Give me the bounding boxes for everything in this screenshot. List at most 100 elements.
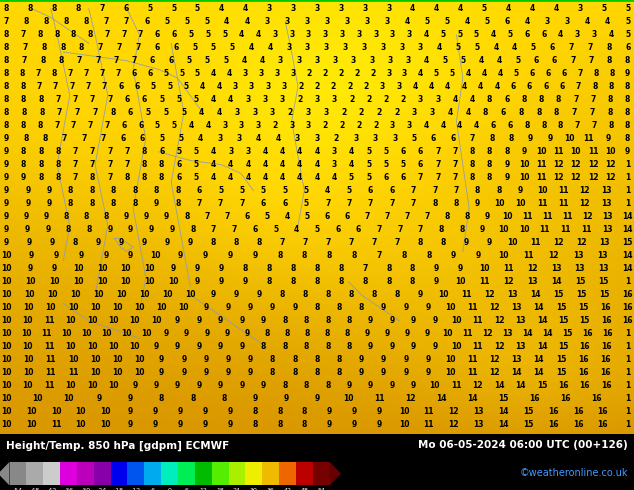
Text: 9: 9	[270, 303, 275, 313]
Text: 5: 5	[181, 108, 186, 117]
Text: 9: 9	[204, 329, 209, 339]
Text: 10: 10	[75, 420, 86, 429]
Text: 4: 4	[441, 121, 446, 130]
Text: 9: 9	[352, 408, 357, 416]
Text: 5: 5	[304, 212, 309, 221]
Text: 16: 16	[601, 317, 611, 325]
Text: 8: 8	[325, 343, 330, 351]
Text: 11: 11	[462, 291, 472, 299]
Text: 8: 8	[593, 69, 598, 78]
Text: 8: 8	[539, 95, 544, 104]
Text: 8: 8	[314, 277, 320, 286]
Text: 9: 9	[25, 199, 30, 208]
Text: 8: 8	[27, 4, 33, 13]
Text: 10: 10	[1, 420, 11, 429]
Text: 14: 14	[467, 394, 477, 403]
Text: 7: 7	[231, 225, 237, 234]
Text: 4: 4	[276, 134, 281, 143]
Text: 1: 1	[625, 160, 630, 169]
Text: 6: 6	[450, 134, 456, 143]
Text: 3: 3	[361, 43, 366, 52]
Text: -12: -12	[131, 488, 141, 490]
Text: 5: 5	[314, 225, 320, 234]
Text: 8: 8	[453, 199, 459, 208]
Text: 6: 6	[501, 108, 506, 117]
Text: 4: 4	[297, 147, 302, 156]
Text: 8: 8	[284, 329, 290, 339]
Text: 6: 6	[401, 147, 406, 156]
Text: 12: 12	[579, 199, 590, 208]
Text: 8: 8	[21, 147, 26, 156]
Text: 5: 5	[347, 186, 352, 196]
Text: 8: 8	[338, 277, 344, 286]
Text: 8: 8	[352, 251, 357, 260]
Text: 3: 3	[314, 56, 320, 65]
Text: 3: 3	[332, 160, 337, 169]
Text: 4: 4	[497, 56, 502, 65]
Text: -54: -54	[13, 488, 23, 490]
Text: 7: 7	[67, 69, 73, 78]
Text: 13: 13	[515, 343, 526, 351]
Text: -42: -42	[46, 488, 57, 490]
Text: 5: 5	[163, 69, 168, 78]
Text: 5: 5	[508, 30, 513, 39]
Text: 4: 4	[493, 43, 498, 52]
Text: 8: 8	[142, 147, 147, 156]
Text: 15: 15	[600, 291, 610, 299]
Text: 7: 7	[210, 225, 216, 234]
Text: 13: 13	[474, 408, 484, 416]
Text: 4: 4	[224, 17, 230, 26]
Text: 3: 3	[306, 30, 311, 39]
Text: 8: 8	[264, 329, 269, 339]
Text: 8: 8	[257, 238, 262, 247]
Text: 16: 16	[598, 408, 608, 416]
Text: 9: 9	[4, 225, 9, 234]
Text: 12: 12	[571, 173, 581, 182]
Text: 8: 8	[44, 17, 49, 26]
Text: 10: 10	[507, 238, 518, 247]
Text: 6: 6	[507, 121, 513, 130]
Text: 10: 10	[498, 225, 508, 234]
Text: 11: 11	[583, 134, 594, 143]
Text: 4: 4	[211, 95, 216, 104]
Text: 6: 6	[561, 69, 567, 78]
Text: 10: 10	[87, 343, 97, 351]
Text: 11: 11	[424, 408, 434, 416]
Text: 9: 9	[475, 199, 481, 208]
Text: 11: 11	[472, 317, 483, 325]
Text: 5: 5	[195, 69, 200, 78]
Text: 8: 8	[325, 317, 330, 325]
Text: 10: 10	[537, 186, 547, 196]
Text: 7: 7	[588, 56, 594, 65]
Text: 8: 8	[23, 17, 29, 26]
Text: 3: 3	[577, 4, 583, 13]
Text: 3: 3	[289, 30, 294, 39]
Text: 7: 7	[54, 121, 60, 130]
Text: 9: 9	[389, 343, 394, 351]
Text: 5: 5	[443, 56, 448, 65]
Text: 10: 10	[108, 317, 119, 325]
Text: 12: 12	[448, 408, 459, 416]
Text: 15: 15	[556, 368, 566, 377]
Text: 10: 10	[442, 329, 453, 339]
Text: 16: 16	[592, 394, 602, 403]
Text: 4: 4	[404, 17, 410, 26]
Text: 5: 5	[444, 17, 450, 26]
Text: 10: 10	[185, 291, 196, 299]
Text: 8: 8	[282, 317, 288, 325]
Text: 9: 9	[211, 291, 216, 299]
Text: 8: 8	[304, 329, 309, 339]
Text: 10: 10	[120, 277, 131, 286]
Text: 4: 4	[445, 82, 450, 91]
Text: 8: 8	[444, 212, 450, 221]
Text: 4: 4	[262, 147, 268, 156]
Text: 3: 3	[306, 108, 311, 117]
Text: 7: 7	[432, 186, 437, 196]
Text: 13: 13	[512, 355, 522, 365]
Text: 7: 7	[389, 199, 395, 208]
Text: 9: 9	[248, 355, 253, 365]
Text: 4: 4	[462, 82, 467, 91]
Text: 8: 8	[327, 251, 332, 260]
Text: 5: 5	[282, 186, 287, 196]
Text: 3: 3	[306, 121, 311, 130]
